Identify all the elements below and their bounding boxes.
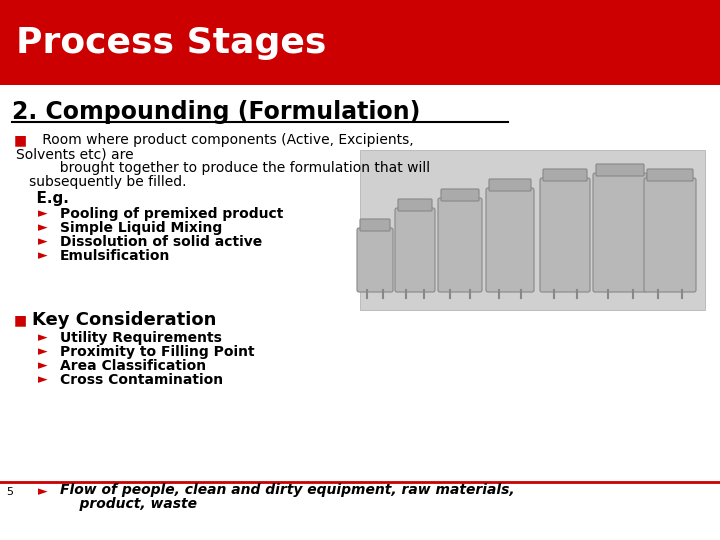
FancyBboxPatch shape	[593, 173, 647, 292]
FancyBboxPatch shape	[441, 189, 479, 201]
Text: ■: ■	[14, 133, 27, 147]
Text: E.g.: E.g.	[26, 191, 69, 206]
FancyBboxPatch shape	[357, 228, 393, 292]
Text: Emulsification: Emulsification	[60, 249, 171, 263]
Text: ►: ►	[38, 235, 48, 248]
Text: Dissolution of solid active: Dissolution of solid active	[60, 235, 262, 249]
Text: ►: ►	[38, 207, 48, 220]
Text: Area Classification: Area Classification	[60, 359, 206, 373]
FancyBboxPatch shape	[489, 179, 531, 191]
FancyBboxPatch shape	[360, 219, 390, 231]
FancyBboxPatch shape	[644, 178, 696, 292]
Text: ■: ■	[14, 313, 27, 327]
FancyBboxPatch shape	[596, 164, 644, 176]
Text: Cross Contamination: Cross Contamination	[60, 373, 223, 387]
FancyBboxPatch shape	[486, 188, 534, 292]
Text: 5: 5	[6, 487, 13, 497]
FancyBboxPatch shape	[360, 150, 705, 310]
Text: Utility Requirements: Utility Requirements	[60, 331, 222, 345]
Text: subsequently be filled.: subsequently be filled.	[16, 175, 186, 189]
Text: Process Stages: Process Stages	[16, 25, 326, 59]
Text: ►: ►	[38, 374, 48, 387]
FancyBboxPatch shape	[647, 169, 693, 181]
FancyBboxPatch shape	[0, 0, 720, 85]
Text: ►: ►	[38, 485, 48, 498]
FancyBboxPatch shape	[438, 198, 482, 292]
Text: Simple Liquid Mixing: Simple Liquid Mixing	[60, 221, 222, 235]
Text: 2. Compounding (Formulation): 2. Compounding (Formulation)	[12, 100, 420, 124]
Text: ►: ►	[38, 221, 48, 234]
Text: brought together to produce the formulation that will: brought together to produce the formulat…	[16, 161, 430, 175]
Text: ►: ►	[38, 332, 48, 345]
Text: ►: ►	[38, 346, 48, 359]
Text: ►: ►	[38, 249, 48, 262]
FancyBboxPatch shape	[543, 169, 587, 181]
Text: Flow of people, clean and dirty equipment, raw materials,: Flow of people, clean and dirty equipmen…	[60, 483, 515, 497]
Text: ►: ►	[38, 360, 48, 373]
Text: Pooling of premixed product: Pooling of premixed product	[60, 207, 284, 221]
Text: Solvents etc) are: Solvents etc) are	[16, 147, 134, 161]
FancyBboxPatch shape	[398, 199, 432, 211]
Text: Key Consideration: Key Consideration	[32, 311, 217, 329]
Text: Room where product components (Active, Excipients,: Room where product components (Active, E…	[16, 133, 413, 147]
FancyBboxPatch shape	[395, 208, 435, 292]
FancyBboxPatch shape	[540, 178, 590, 292]
Text: Proximity to Filling Point: Proximity to Filling Point	[60, 345, 255, 359]
Text: product, waste: product, waste	[60, 497, 197, 511]
